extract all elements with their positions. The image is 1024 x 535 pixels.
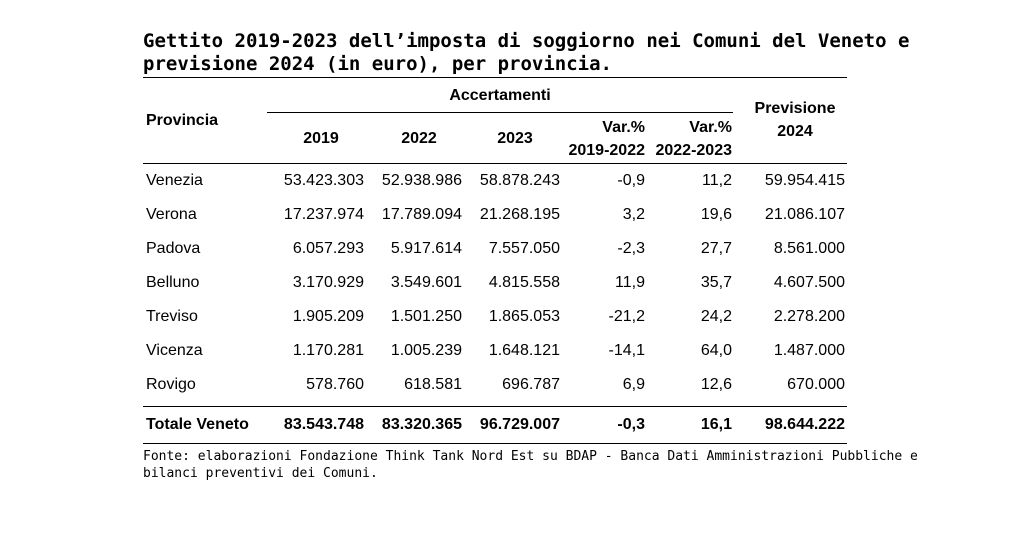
title-line-2: previsione 2024 (in euro), per provincia… [143, 53, 612, 75]
cell-var-2019-2022: 11,9 [615, 274, 645, 291]
total-var-2019-2022: -0,3 [617, 416, 645, 433]
header-provincia: Provincia [146, 112, 219, 129]
cell-var-2022-2023: 11,2 [702, 172, 732, 189]
cell-2023: 4.815.558 [488, 274, 560, 291]
cell-2019: 3.170.929 [292, 274, 364, 291]
cell-previsione: 1.487.000 [773, 342, 845, 359]
header-previsione-b: 2024 [777, 123, 813, 140]
cell-previsione: 2.278.200 [773, 308, 845, 325]
cell-var-2022-2023: 35,7 [700, 274, 732, 291]
cell-provincia: Rovigo [146, 376, 196, 393]
cell-2022: 52.938.986 [381, 172, 462, 189]
cell-provincia: Padova [146, 240, 201, 257]
cell-provincia: Vicenza [146, 342, 203, 359]
header-2019: 2019 [303, 130, 339, 147]
source-line-2: bilanci preventivi dei Comuni. [143, 466, 378, 481]
cell-2022: 17.789.094 [381, 206, 462, 223]
table-title: Gettito 2019-2023 dell’imposta di soggio… [143, 30, 910, 76]
total-2023: 96.729.007 [479, 416, 560, 433]
total-2022: 83.320.365 [381, 416, 462, 433]
bottom-rule [143, 443, 847, 444]
cell-var-2022-2023: 27,7 [700, 240, 732, 257]
header-2023: 2023 [497, 130, 533, 147]
cell-2022: 3.549.601 [390, 274, 462, 291]
cell-previsione: 59.954.415 [764, 172, 845, 189]
cell-provincia: Treviso [146, 308, 198, 325]
cell-provincia: Verona [146, 206, 197, 223]
cell-provincia: Venezia [146, 172, 203, 189]
cell-var-2019-2022: -21,2 [608, 308, 645, 325]
cell-var-2019-2022: 6,9 [622, 376, 645, 393]
total-var-2022-2023: 16,1 [700, 416, 732, 433]
total-previsione: 98.644.222 [764, 416, 845, 433]
cell-2023: 7.557.050 [488, 240, 560, 257]
header-var-2022-2023-b: 2022-2023 [655, 142, 732, 159]
cell-2023: 1.648.121 [488, 342, 560, 359]
total-top-rule [143, 406, 847, 407]
total-label: Totale Veneto [146, 416, 249, 433]
cell-previsione: 4.607.500 [773, 274, 845, 291]
cell-previsione: 21.086.107 [764, 206, 845, 223]
cell-2019: 17.237.974 [283, 206, 364, 223]
cell-var-2019-2022: -2,3 [617, 240, 645, 257]
cell-2019: 53.423.303 [283, 172, 364, 189]
header-bottom-rule [143, 163, 847, 164]
source-note: Fonte: elaborazioni Fondazione Think Tan… [143, 448, 918, 482]
header-2022: 2022 [401, 130, 437, 147]
cell-2022: 618.581 [404, 376, 462, 393]
title-line-1: Gettito 2019-2023 dell’imposta di soggio… [143, 30, 910, 52]
cell-var-2019-2022: -14,1 [608, 342, 645, 359]
accertamenti-rule [267, 112, 733, 113]
header-var-2019-2022-a: Var.% [602, 119, 645, 136]
cell-provincia: Belluno [146, 274, 200, 291]
header-var-2019-2022-b: 2019-2022 [568, 142, 645, 159]
header-var-2022-2023-a: Var.% [689, 119, 732, 136]
cell-2022: 1.005.239 [390, 342, 462, 359]
cell-2022: 1.501.250 [390, 308, 462, 325]
cell-previsione: 670.000 [787, 376, 845, 393]
cell-2023: 21.268.195 [479, 206, 560, 223]
cell-2019: 1.905.209 [292, 308, 364, 325]
header-accertamenti: Accertamenti [449, 87, 551, 104]
source-line-1: Fonte: elaborazioni Fondazione Think Tan… [143, 449, 918, 464]
cell-2023: 58.878.243 [479, 172, 560, 189]
cell-var-2022-2023: 19,6 [700, 206, 732, 223]
top-rule [143, 77, 847, 78]
header-previsione-a: Previsione [754, 100, 836, 117]
cell-2022: 5.917.614 [390, 240, 462, 257]
cell-previsione: 8.561.000 [773, 240, 845, 257]
cell-var-2019-2022: 3,2 [622, 206, 645, 223]
cell-2019: 6.057.293 [292, 240, 364, 257]
cell-2023: 696.787 [502, 376, 560, 393]
cell-2023: 1.865.053 [488, 308, 560, 325]
total-2019: 83.543.748 [283, 416, 364, 433]
cell-2019: 1.170.281 [292, 342, 364, 359]
cell-2019: 578.760 [306, 376, 364, 393]
cell-var-2019-2022: -0,9 [617, 172, 645, 189]
cell-var-2022-2023: 12,6 [700, 376, 732, 393]
cell-var-2022-2023: 64,0 [700, 342, 732, 359]
cell-var-2022-2023: 24,2 [700, 308, 732, 325]
